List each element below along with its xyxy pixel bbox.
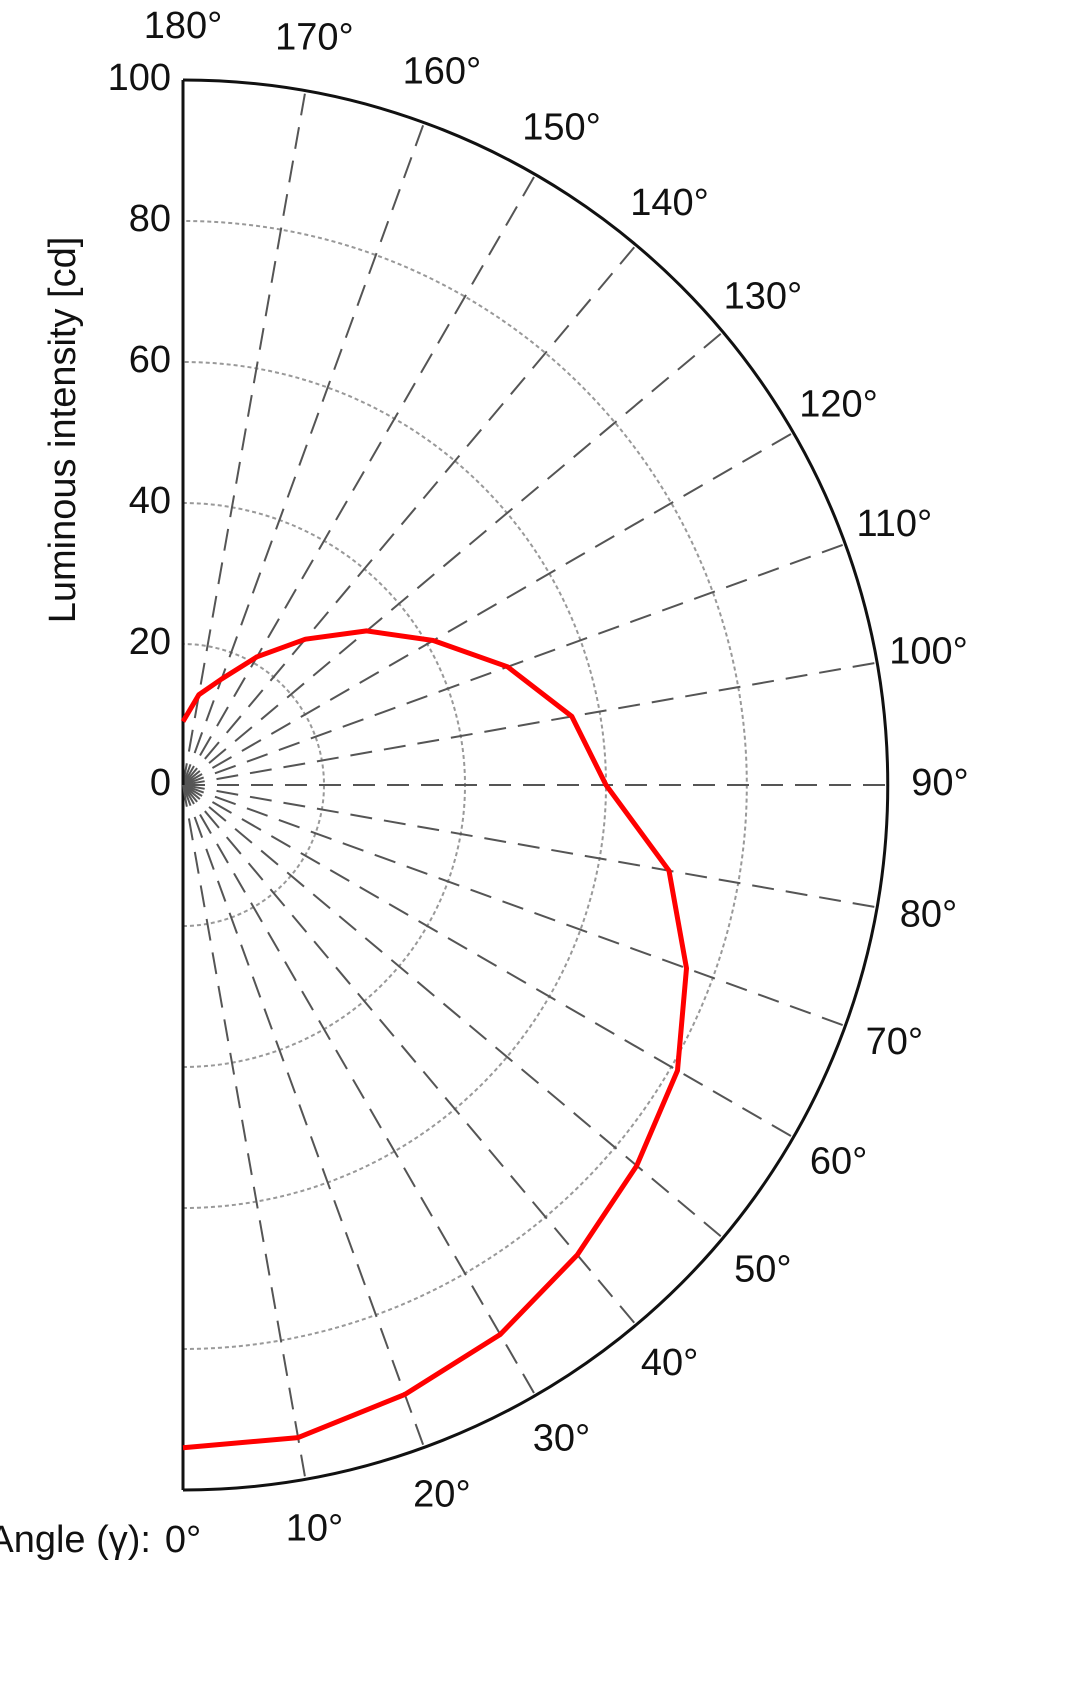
x-tick-label: 110° xyxy=(856,503,932,545)
x-tick-label: 150° xyxy=(522,106,601,148)
y-tick-label: 60 xyxy=(129,339,171,381)
x-tick-label: 70° xyxy=(866,1021,923,1063)
grid-spoke xyxy=(182,784,846,1028)
x-tick-label: 50° xyxy=(734,1249,791,1291)
x-tick-label: 90° xyxy=(911,762,968,804)
grid-circle xyxy=(182,78,890,1492)
x-tick-label: 0° xyxy=(165,1519,201,1561)
y-tick-label: 0 xyxy=(150,762,171,804)
grid-spoke xyxy=(182,784,537,1397)
data-line xyxy=(180,628,689,1451)
x-tick-label: 170° xyxy=(275,17,354,59)
x-tick-label: 20° xyxy=(413,1473,470,1515)
y-tick-label: 20 xyxy=(129,621,171,663)
x-tick-label: 60° xyxy=(810,1141,867,1183)
grid-spoke xyxy=(182,331,724,786)
grid-spoke xyxy=(182,542,846,786)
x-tick-label: 80° xyxy=(900,893,957,935)
grid-spoke xyxy=(182,784,878,909)
grid-spoke xyxy=(182,784,637,1326)
y-tick-label: 80 xyxy=(129,198,171,240)
x-tick-label: 40° xyxy=(641,1342,698,1384)
x-tick-label: 100° xyxy=(889,631,968,673)
grid-spoke xyxy=(182,784,307,1480)
y-tick-label: 100 xyxy=(108,57,171,99)
grid-spoke xyxy=(182,431,795,786)
x-tick-label: 10° xyxy=(286,1508,343,1550)
x-tick-label: 130° xyxy=(724,275,803,317)
x-tick-label: 30° xyxy=(533,1418,590,1460)
y-tick-label: 40 xyxy=(129,480,171,522)
y-axis-label: Luminous intensity [cd] xyxy=(42,237,84,624)
x-tick-label: 180° xyxy=(144,5,223,47)
grid-spoke xyxy=(182,784,724,1239)
grid-spoke xyxy=(182,244,637,786)
grid-spoke xyxy=(182,784,426,1448)
x-tick-label: 140° xyxy=(630,182,709,224)
grid-circle xyxy=(182,361,607,1209)
grid-spoke xyxy=(182,122,426,786)
grid-spoke xyxy=(182,173,537,786)
x-tick-label: 120° xyxy=(799,384,878,426)
x-tick-label: 160° xyxy=(403,51,482,93)
x-axis-label: Angle (γ): xyxy=(0,1519,151,1561)
grid-spoke xyxy=(182,661,878,786)
grid-spoke xyxy=(182,90,307,786)
grid-spoke xyxy=(182,784,795,1139)
